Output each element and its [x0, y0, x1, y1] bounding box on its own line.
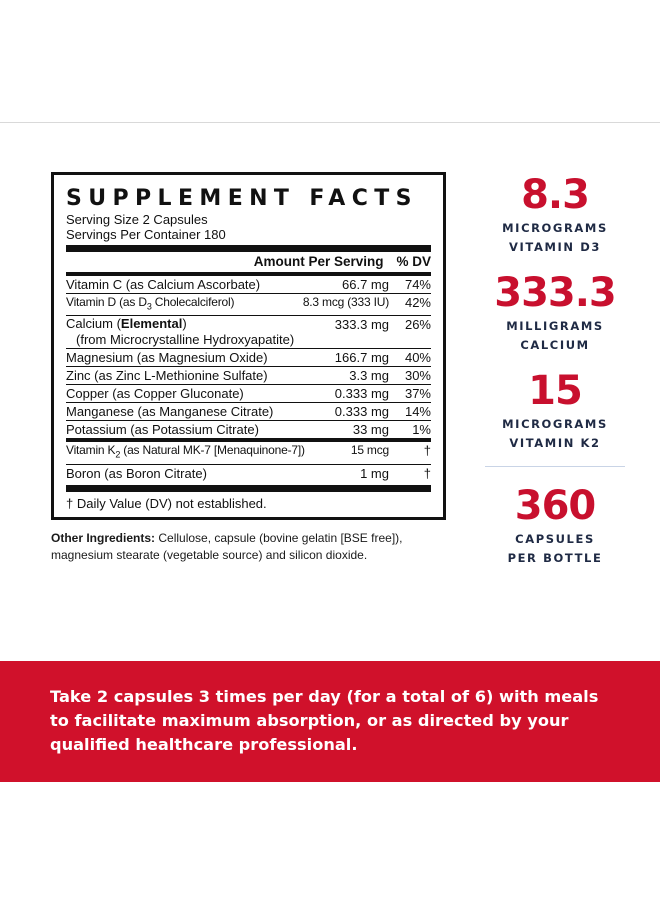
nutrient-dv: †: [423, 465, 431, 481]
nutrient-amount: 66.7 mg: [342, 277, 389, 292]
nutrient-row-zinc: Zinc (as Zinc L-Methionine Sulfate) 3.3 …: [66, 367, 431, 386]
nutrient-amount: 33 mg: [352, 422, 389, 438]
facts-title: SUPPLEMENT FACTS: [66, 186, 418, 211]
other-ingredients-text: Cellulose, capsule (bovine gelatin [BSE …: [51, 531, 403, 562]
header-amount: Amount Per Serving: [253, 254, 384, 269]
nutrient-name: Copper (as Copper Gluconate): [66, 386, 244, 402]
stat-label: VITAMIN K2: [509, 436, 601, 450]
nutrient-amount: 3.3 mg: [349, 368, 389, 384]
nutrient-amount: 0.333 mg: [334, 386, 389, 402]
nutrient-name: Zinc (as Zinc L-Methionine Sulfate): [66, 368, 268, 384]
stat-label: VITAMIN D3: [509, 240, 601, 254]
nutrient-row-potassium: Potassium (as Potassium Citrate) 33 mg 1…: [66, 421, 431, 438]
nutrient-amount: 1 mg: [360, 465, 389, 481]
stat-label: CAPSULES: [515, 532, 595, 546]
nutrient-dv: 42%: [404, 295, 431, 310]
nutrient-row-calcium: Calcium (Elemental) (from Microcrystallin…: [66, 316, 431, 350]
stats-divider: [485, 466, 625, 467]
nutrient-name: Vitamin D (as D3 Cholecalciferol): [66, 295, 235, 312]
nutrient-row-boron: Boron (as Boron Citrate) 1 mg †: [66, 465, 431, 482]
header-dv: % DV: [396, 254, 431, 269]
nutrient-row-vitamin-k2: Vitamin K2 (as Natural MK-7 [Menaquinone…: [66, 442, 431, 465]
stat-label: MICROGRAMS: [502, 221, 608, 235]
divider-thick: [66, 484, 431, 492]
nutrient-amount: 333.3 mg: [334, 317, 389, 333]
nutrient-amount: 8.3 mcg (333 IU): [302, 295, 389, 309]
daily-value-note: † Daily Value (DV) not established.: [66, 495, 267, 511]
other-ingredients: Other Ingredients: Cellulose, capsule (b…: [51, 530, 441, 564]
divider-medium: [66, 272, 431, 276]
other-ingredients-label: Other Ingredients:: [51, 531, 156, 545]
nutrient-name: Vitamin K2 (as Natural MK-7 [Menaquinone…: [66, 443, 305, 460]
nutrient-dv: 26%: [404, 317, 431, 333]
nutrient-dv: 14%: [404, 404, 431, 420]
nutrient-name: Calcium (Elemental) (from Microcrystallin…: [66, 316, 295, 348]
nutrient-name: Vitamin C (as Calcium Ascorbate): [66, 277, 261, 292]
stat-vitamin-k2: 15 MICROGRAMS VITAMIN K2: [480, 368, 630, 452]
nutrient-name: Potassium (as Potassium Citrate): [66, 422, 259, 438]
supplement-facts-panel: SUPPLEMENT FACTS Serving Size 2 Capsules…: [51, 172, 446, 520]
stat-value: 360: [514, 483, 597, 529]
stat-label: CALCIUM: [520, 338, 590, 352]
stat-value: 15: [528, 368, 583, 414]
stat-label: MILLIGRAMS: [506, 319, 604, 333]
nutrient-dv: 1%: [412, 422, 431, 438]
nutrient-dv: 40%: [404, 350, 431, 366]
directions-banner: Take 2 capsules 3 times per day (for a t…: [0, 661, 660, 782]
divider-thick: [66, 245, 431, 252]
stat-value: 333.3: [494, 270, 617, 316]
stat-value: 8.3: [521, 172, 590, 218]
product-panel: SUPPLEMENT FACTS Serving Size 2 Capsules…: [0, 122, 660, 782]
divider-medium: [66, 438, 431, 443]
nutrient-amount: 15 mcg: [350, 443, 389, 458]
nutrient-row-manganese: Manganese (as Manganese Citrate) 0.333 m…: [66, 403, 431, 422]
nutrient-dv: 30%: [404, 368, 431, 384]
stat-capsules: 360 CAPSULES PER BOTTLE: [480, 483, 630, 567]
nutrient-row-magnesium: Magnesium (as Magnesium Oxide) 166.7 mg …: [66, 349, 431, 368]
nutrient-amount: 0.333 mg: [334, 404, 389, 420]
nutrient-dv: 37%: [404, 386, 431, 402]
nutrient-dv: †: [423, 443, 431, 459]
nutrient-row-vitamin-c: Vitamin C (as Calcium Ascorbate) 66.7 mg…: [66, 276, 431, 294]
nutrient-row-copper: Copper (as Copper Gluconate) 0.333 mg 37…: [66, 385, 431, 404]
nutrient-name: Boron (as Boron Citrate): [66, 465, 207, 481]
serving-size: Serving Size 2 Capsules: [66, 212, 208, 227]
stat-label: MICROGRAMS: [502, 417, 608, 431]
nutrient-name: Magnesium (as Magnesium Oxide): [66, 350, 268, 366]
stats-column: 8.3 MICROGRAMS VITAMIN D3 333.3 MILLIGRA…: [480, 172, 630, 581]
stat-vitamin-d3: 8.3 MICROGRAMS VITAMIN D3: [480, 172, 630, 256]
stat-label: PER BOTTLE: [507, 551, 603, 565]
nutrient-name: Manganese (as Manganese Citrate): [66, 404, 274, 420]
nutrient-amount: 166.7 mg: [334, 350, 389, 366]
directions-text: Take 2 capsules 3 times per day (for a t…: [50, 687, 599, 754]
nutrient-dv: 74%: [404, 277, 431, 292]
servings-per-container: Servings Per Container 180: [66, 227, 226, 242]
stat-calcium: 333.3 MILLIGRAMS CALCIUM: [480, 270, 630, 354]
facts-header-row: Amount Per Serving % DV: [66, 252, 431, 272]
nutrient-row-vitamin-d: Vitamin D (as D3 Cholecalciferol) 8.3 mc…: [66, 294, 431, 317]
